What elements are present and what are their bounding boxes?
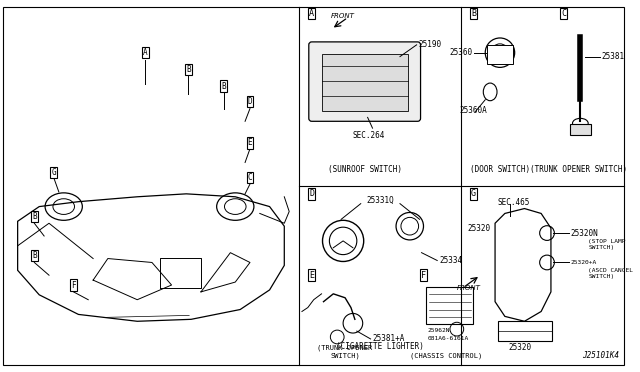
Text: J25101K4: J25101K4 — [582, 352, 620, 360]
Text: 25320N: 25320N — [570, 228, 598, 238]
Text: 25320+A: 25320+A — [570, 260, 596, 265]
Text: 081A6-6161A: 081A6-6161A — [428, 336, 468, 341]
Bar — [487, 45, 513, 64]
Text: C: C — [248, 173, 252, 182]
Text: B: B — [186, 65, 191, 74]
Text: (DOOR SWITCH): (DOOR SWITCH) — [470, 165, 530, 174]
Text: 25381: 25381 — [602, 52, 625, 61]
Text: (SUNROOF SWITCH): (SUNROOF SWITCH) — [328, 165, 402, 174]
Bar — [570, 124, 591, 135]
Text: C: C — [561, 9, 566, 18]
Text: D: D — [248, 97, 252, 106]
Text: SEC.264: SEC.264 — [353, 131, 385, 140]
Text: (STOP LAMP
SWITCH): (STOP LAMP SWITCH) — [588, 239, 626, 250]
Text: B: B — [32, 212, 36, 221]
Text: 25320: 25320 — [508, 343, 531, 352]
Text: G: G — [52, 168, 56, 177]
Bar — [321, 54, 408, 110]
Text: A: A — [143, 48, 147, 57]
Text: B: B — [32, 251, 36, 260]
FancyBboxPatch shape — [308, 42, 420, 121]
Text: B: B — [471, 9, 476, 18]
Text: 25360A: 25360A — [460, 106, 488, 115]
Text: G: G — [471, 189, 476, 198]
Text: (ASCD CANCEL
SWITCH): (ASCD CANCEL SWITCH) — [588, 268, 633, 279]
Text: (CIGARETTE LIGHTER): (CIGARETTE LIGHTER) — [337, 342, 424, 351]
Text: (TRUNK OPENER
SWITCH): (TRUNK OPENER SWITCH) — [317, 344, 372, 359]
Text: FRONT: FRONT — [457, 285, 481, 291]
Text: SEC.465: SEC.465 — [498, 198, 531, 207]
Text: 25381+A: 25381+A — [372, 334, 405, 343]
Bar — [498, 321, 552, 341]
Text: 25320: 25320 — [467, 224, 490, 232]
Text: 25334: 25334 — [439, 256, 462, 265]
Text: 25360: 25360 — [449, 48, 472, 57]
Text: A: A — [309, 9, 314, 18]
Text: F: F — [421, 271, 426, 280]
Text: D: D — [309, 189, 314, 198]
Text: FRONT: FRONT — [331, 13, 355, 19]
Text: 25190: 25190 — [419, 40, 442, 49]
Text: E: E — [248, 138, 252, 147]
Text: 25962N: 25962N — [428, 328, 450, 333]
Text: 25331Q: 25331Q — [367, 196, 394, 205]
Text: (TRUNK OPENER SWITCH): (TRUNK OPENER SWITCH) — [530, 165, 627, 174]
Text: (CHASSIS CONTROL): (CHASSIS CONTROL) — [410, 352, 482, 359]
Text: F: F — [71, 280, 76, 289]
Bar — [426, 287, 474, 324]
Text: E: E — [309, 271, 314, 280]
Text: B: B — [221, 81, 226, 90]
